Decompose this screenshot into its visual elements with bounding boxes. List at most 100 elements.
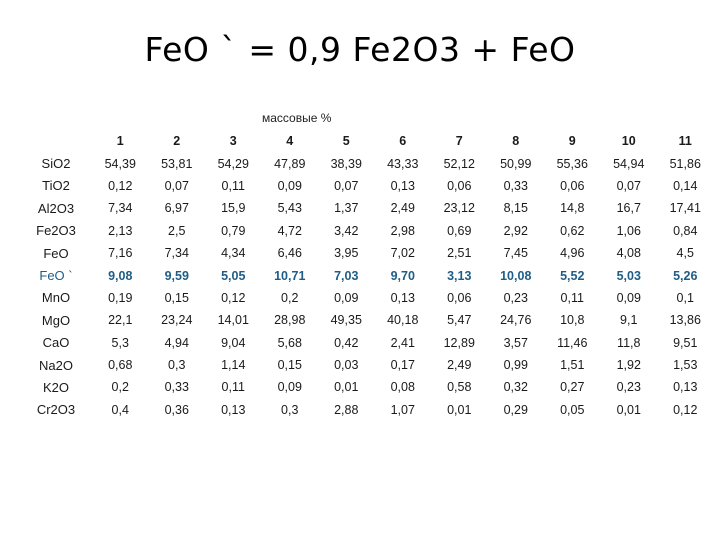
- row-label: MgO: [41, 312, 71, 328]
- table-cell: 54,29: [217, 156, 249, 171]
- table-cell: 0,06: [560, 178, 585, 193]
- table-cell: 53,81: [161, 156, 193, 171]
- table-cell: 2,88: [334, 402, 359, 417]
- table-cell: 0,11: [221, 178, 245, 193]
- table-cell: 0,03: [334, 358, 359, 373]
- table-cell: 7,45: [503, 246, 528, 261]
- row-label: SiO2: [41, 156, 71, 172]
- table-cell: 0,07: [334, 178, 359, 193]
- table-cell: 11,8: [617, 335, 641, 350]
- table-cell: 4,72: [277, 223, 302, 238]
- table-cell: 0,32: [503, 380, 528, 395]
- table-cell: 51,86: [669, 156, 701, 171]
- table-row: Na2O 0,68 0,3 1,14 0,15 0,03 0,17 2,49 0,99 1,51 1…: [20, 354, 714, 376]
- row-label: TiO2: [42, 178, 70, 194]
- table-cell: 10,08: [500, 268, 532, 283]
- table-cell: 0,23: [616, 380, 641, 395]
- table-cell: 0,79: [221, 223, 246, 238]
- table-cell: 4,08: [616, 246, 641, 261]
- table-row: SiO2 54,39 53,81 54,29 47,89 38,39 43,33 52,12 5…: [20, 152, 714, 174]
- column-header: 8: [512, 134, 520, 149]
- table-cell: 16,7: [616, 201, 641, 216]
- column-header: 7: [455, 134, 463, 149]
- table-cell: 50,99: [500, 156, 532, 171]
- table-cell: 7,03: [334, 268, 359, 283]
- table-cell: 40,18: [387, 313, 419, 328]
- table-cell: 2,41: [390, 335, 415, 350]
- table-cell: 0,01: [616, 402, 641, 417]
- table-cell: 10,71: [274, 268, 306, 283]
- table-cell: 12,89: [443, 335, 475, 350]
- table-body: SiO2 54,39 53,81 54,29 47,89 38,39 43,33 52,12 5…: [20, 152, 714, 421]
- table-cell: 17,41: [669, 201, 701, 216]
- table-cell: 11,46: [557, 335, 588, 350]
- oxide-composition-table: 1 2 3 4 5 6 7 8 9 10 11 SiO2 54,39 53,81 54…: [20, 130, 714, 421]
- table-cell: 0,12: [108, 178, 133, 193]
- table-cell: 54,94: [613, 156, 645, 171]
- table-cell: 1,37: [334, 201, 359, 216]
- table-cell: 0,15: [277, 358, 302, 373]
- table-cell: 0,11: [560, 290, 584, 305]
- table-row: Cr2O3 0,4 0,36 0,13 0,3 2,88 1,07 0,01 0,29 0,05 0…: [20, 399, 714, 421]
- table-cell: 0,09: [616, 290, 641, 305]
- table-header-row: 1 2 3 4 5 6 7 8 9 10 11: [20, 130, 714, 152]
- table-cell: 14,8: [560, 201, 585, 216]
- table-cell: 2,49: [447, 358, 472, 373]
- table-cell: 1,53: [673, 358, 698, 373]
- table-cell: 0,19: [108, 290, 133, 305]
- table-cell: 0,42: [334, 335, 359, 350]
- table-cell: 4,96: [560, 246, 585, 261]
- table-cell: 0,13: [673, 380, 698, 395]
- table-cell: 0,84: [673, 223, 698, 238]
- table-cell: 0,62: [560, 223, 585, 238]
- table-cell: 0,01: [447, 402, 472, 417]
- row-label: Fe2O3: [36, 223, 76, 239]
- row-label: FeO `: [39, 268, 73, 284]
- table-row: Al2O3 7,34 6,97 15,9 5,43 1,37 2,49 23,12 8,15 14…: [20, 197, 714, 219]
- table-cell: 47,89: [274, 156, 306, 171]
- column-header: 11: [678, 134, 692, 149]
- table-cell: 4,94: [164, 335, 189, 350]
- table-cell: 0,15: [164, 290, 189, 305]
- table-row: FeO ` 9,08 9,59 5,05 10,71 7,03 9,70 3,13 10,08 5…: [20, 264, 714, 286]
- table-row: TiO2 0,12 0,07 0,11 0,09 0,07 0,13 0,06 0,33 0,06…: [20, 175, 714, 197]
- column-header: 4: [286, 134, 294, 149]
- table-cell: 0,68: [108, 358, 133, 373]
- row-label: K2O: [42, 379, 69, 395]
- table-cell: 4,5: [676, 246, 694, 261]
- table-cell: 0,13: [221, 402, 246, 417]
- table-cell: 0,99: [503, 358, 528, 373]
- row-label: CaO: [42, 335, 70, 351]
- table-cell: 8,15: [503, 201, 528, 216]
- table-cell: 5,47: [447, 313, 472, 328]
- table-cell: 2,5: [168, 223, 186, 238]
- table-cell: 0,14: [673, 178, 698, 193]
- table-cell: 9,1: [620, 313, 638, 328]
- table-cell: 0,1: [676, 290, 694, 305]
- table-cell: 0,07: [616, 178, 641, 193]
- table-cell: 15,9: [221, 201, 246, 216]
- table-cell: 0,11: [221, 380, 245, 395]
- table-cell: 0,09: [277, 380, 302, 395]
- table-cell: 6,46: [277, 246, 302, 261]
- column-header: 2: [173, 134, 181, 149]
- table-cell: 7,34: [108, 201, 133, 216]
- table-cell: 0,05: [560, 402, 585, 417]
- row-label: MnO: [41, 290, 71, 306]
- table-cell: 38,39: [330, 156, 362, 171]
- table-cell: 0,13: [390, 178, 415, 193]
- table-cell: 23,12: [443, 201, 475, 216]
- row-label: Cr2O3: [36, 402, 76, 418]
- corner-cell: [20, 130, 92, 152]
- table-cell: 9,51: [673, 335, 698, 350]
- table-cell: 7,34: [164, 246, 189, 261]
- table-cell: 0,58: [447, 380, 472, 395]
- table-cell: 0,01: [334, 380, 359, 395]
- table-cell: 0,2: [281, 290, 299, 305]
- table-cell: 5,03: [616, 268, 641, 283]
- column-header: 10: [621, 134, 636, 149]
- table-cell: 24,76: [500, 313, 532, 328]
- table-cell: 22,1: [108, 313, 133, 328]
- table-cell: 9,04: [221, 335, 246, 350]
- table-cell: 0,06: [447, 290, 472, 305]
